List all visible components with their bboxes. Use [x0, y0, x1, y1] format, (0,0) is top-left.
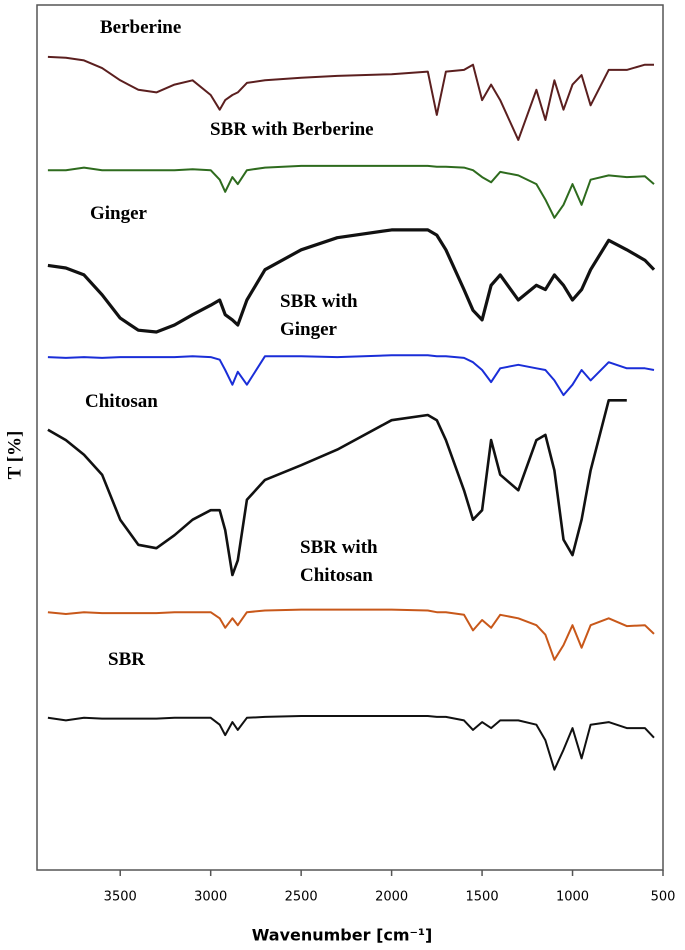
series-label: Chitosan — [85, 391, 158, 412]
series-label: Ginger — [90, 203, 147, 224]
y-axis-label: T [%] — [4, 431, 25, 480]
spectrum-line — [47, 228, 656, 334]
series-label: SBR — [108, 649, 145, 670]
series-label: Berberine — [100, 17, 182, 38]
x-tick-label: 1500 — [466, 890, 499, 905]
spectrum-line — [47, 354, 655, 397]
spectrum-line — [47, 715, 655, 771]
series-label: SBR with Berberine — [210, 119, 374, 140]
x-tick-label: 3500 — [104, 890, 137, 905]
series-label: SBR with Ginger — [280, 291, 358, 340]
spectrum-line — [47, 608, 655, 661]
plot-frame — [36, 4, 664, 871]
x-tick-label: 500 — [651, 890, 676, 905]
x-tick-label: 2000 — [375, 890, 408, 905]
spectrum-line — [47, 399, 627, 577]
spectrum-line — [47, 164, 655, 219]
spectrum-line — [47, 55, 654, 141]
x-axis-label: Wavenumber [cm⁻¹] — [252, 926, 433, 945]
x-tick-label: 3000 — [194, 890, 227, 905]
series-label: SBR with Chitosan — [300, 537, 378, 586]
x-tick-label: 2500 — [285, 890, 318, 905]
x-tick-label: 1000 — [556, 890, 589, 905]
